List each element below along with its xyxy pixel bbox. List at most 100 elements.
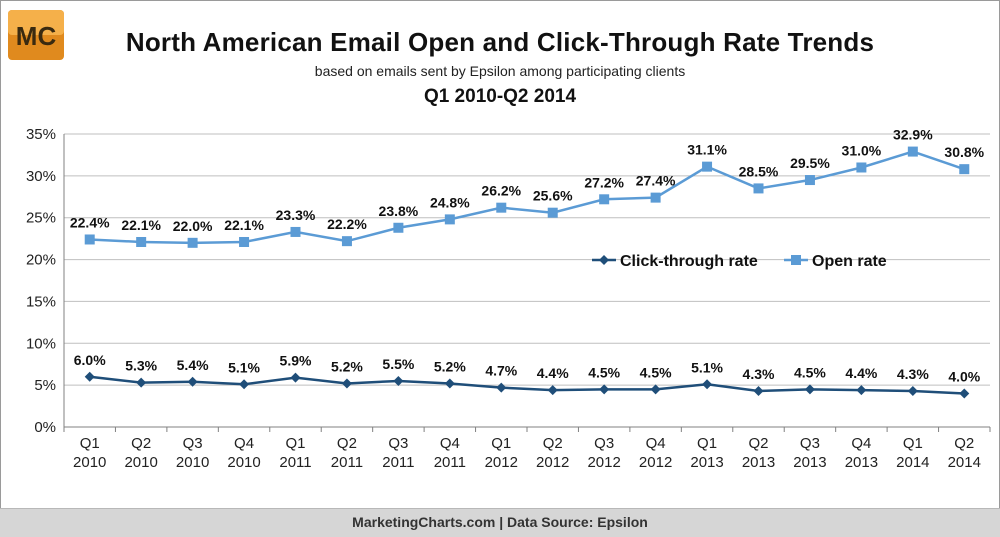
- open-rate-point: [856, 162, 867, 173]
- open-rate-label: 27.2%: [584, 174, 624, 190]
- click-through-rate-label: 5.3%: [125, 358, 157, 374]
- x-tick-label-year: 2011: [331, 454, 363, 471]
- x-tick-label-year: 2014: [948, 454, 981, 471]
- x-tick-label-quarter: Q3: [183, 435, 203, 452]
- open-rate-point: [136, 236, 147, 247]
- open-rate-label: 24.8%: [430, 194, 470, 210]
- click-through-rate-label: 5.1%: [228, 359, 260, 375]
- click-through-rate-point: [547, 385, 558, 396]
- open-rate-label: 22.1%: [121, 217, 161, 233]
- open-rate-label: 30.8%: [944, 144, 984, 160]
- x-tick-label-quarter: Q1: [285, 435, 305, 452]
- open-rate-point: [393, 222, 404, 233]
- y-tick-label: 0%: [34, 419, 56, 436]
- y-tick-label: 5%: [34, 377, 56, 394]
- x-tick-label-year: 2011: [279, 454, 311, 471]
- x-tick-label-year: 2012: [536, 454, 569, 471]
- click-through-rate-point: [444, 378, 455, 389]
- open-rate-label: 27.4%: [636, 173, 676, 189]
- open-rate-point: [650, 192, 661, 203]
- open-rate-point: [187, 237, 198, 248]
- y-tick-label: 20%: [26, 252, 56, 269]
- click-through-rate-point: [599, 384, 610, 395]
- x-tick-label-quarter: Q4: [851, 435, 871, 452]
- x-tick-label-year: 2013: [845, 454, 878, 471]
- open-rate-point: [907, 146, 918, 157]
- open-rate-label: 22.2%: [327, 216, 367, 232]
- click-through-rate-point: [650, 384, 661, 395]
- x-tick-label-quarter: Q3: [594, 435, 614, 452]
- x-tick-label-quarter: Q1: [697, 435, 717, 452]
- open-rate-label: 22.1%: [224, 217, 264, 233]
- y-tick-label: 10%: [26, 335, 56, 352]
- x-tick-label-year: 2014: [896, 454, 929, 471]
- x-tick-label-year: 2011: [382, 454, 414, 471]
- open-rate-label: 23.3%: [276, 207, 316, 223]
- open-rate-point: [444, 214, 455, 225]
- x-tick-label-year: 2010: [124, 454, 157, 471]
- x-tick-label-year: 2012: [587, 454, 620, 471]
- click-through-rate-label: 4.5%: [640, 364, 672, 380]
- click-through-rate-label: 5.2%: [434, 358, 466, 374]
- click-through-rate-label: 4.4%: [845, 365, 877, 381]
- x-tick-label-quarter: Q3: [388, 435, 408, 452]
- click-through-rate-label: 5.5%: [382, 356, 414, 372]
- click-through-rate-point: [959, 388, 970, 399]
- click-through-rate-point: [136, 377, 147, 388]
- click-through-rate-label: 5.4%: [177, 357, 209, 373]
- click-through-rate-point: [753, 386, 764, 397]
- legend-label: Open rate: [812, 253, 887, 270]
- click-through-rate-point: [341, 378, 352, 389]
- x-tick-label-quarter: Q2: [131, 435, 151, 452]
- click-through-rate-point: [856, 385, 867, 396]
- x-tick-label-year: 2011: [434, 454, 466, 471]
- y-tick-label: 35%: [26, 126, 56, 143]
- marketingcharts-logo: MC: [8, 10, 64, 60]
- x-tick-label-quarter: Q4: [440, 435, 460, 452]
- chart-period: Q1 2010-Q2 2014: [423, 86, 577, 107]
- x-tick-label-quarter: Q2: [748, 435, 768, 452]
- click-through-rate-point: [702, 379, 713, 390]
- open-rate-point: [290, 226, 301, 237]
- click-through-rate-label: 4.4%: [537, 365, 569, 381]
- open-rate-label: 32.9%: [893, 127, 933, 143]
- open-rate-label: 23.8%: [379, 203, 419, 219]
- click-through-rate-point: [84, 371, 95, 382]
- chart-subtitle: based on emails sent by Epsilon among pa…: [314, 63, 686, 79]
- legend-marker-diamond: [599, 255, 609, 265]
- line-chart: 0% 5% 10% 15% 20% 25% 30% 35% Q1 2010 Q2 2010 Q3 2010…: [26, 126, 991, 471]
- x-tick-label-year: 2010: [176, 454, 209, 471]
- x-tick-label-quarter: Q3: [800, 435, 820, 452]
- legend-marker-square: [791, 255, 801, 265]
- open-rate-line: [89, 150, 965, 245]
- y-tick-label: 30%: [26, 168, 56, 185]
- open-rate-point: [341, 236, 352, 247]
- x-tick-label-year: 2013: [690, 454, 723, 471]
- click-through-rate-label: 4.5%: [794, 364, 826, 380]
- open-rate-point: [599, 194, 610, 205]
- x-tick-label-quarter: Q1: [903, 435, 923, 452]
- legend-label: Click-through rate: [620, 253, 758, 270]
- open-rate-label: 22.0%: [173, 218, 213, 234]
- x-tick-label-year: 2012: [485, 454, 518, 471]
- chart-title: North American Email Open and Click-Thro…: [125, 27, 875, 57]
- open-rate-point: [547, 207, 558, 218]
- open-rate-label: 28.5%: [739, 163, 779, 179]
- open-rate-point: [753, 183, 764, 194]
- y-tick-label: 25%: [26, 210, 56, 227]
- click-through-rate-label: 4.5%: [588, 364, 620, 380]
- click-through-rate-point: [496, 382, 507, 393]
- x-tick-label-quarter: Q2: [337, 435, 357, 452]
- x-tick-label-year: 2013: [742, 454, 775, 471]
- open-rate-label: 22.4%: [70, 214, 110, 230]
- click-through-rate-point: [239, 379, 250, 390]
- x-tick-label-year: 2013: [793, 454, 826, 471]
- open-rate-label: 31.0%: [842, 142, 882, 158]
- open-rate-label: 26.2%: [481, 183, 521, 199]
- open-rate-point: [496, 202, 507, 213]
- x-tick-label-year: 2010: [73, 454, 106, 471]
- x-tick-label-quarter: Q2: [543, 435, 563, 452]
- click-through-rate-line: [89, 375, 965, 395]
- click-through-rate-label: 6.0%: [74, 352, 106, 368]
